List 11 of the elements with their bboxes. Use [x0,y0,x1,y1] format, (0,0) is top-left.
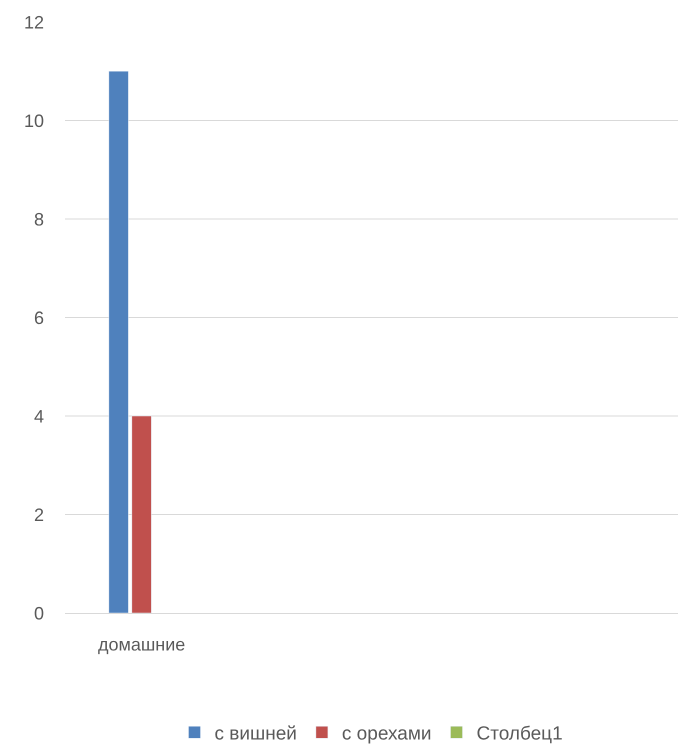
y-tick-label: 6 [34,308,44,328]
y-tick-label: 8 [34,209,44,230]
y-tick-label: 4 [34,406,44,426]
y-tick-label: 0 [34,603,44,624]
x-tick-label: домашние [98,634,186,655]
y-tick-label: 10 [24,110,44,131]
legend-label: с вишней [214,724,297,745]
legend-label: с орехами [342,724,432,745]
y-tick-label: 12 [24,12,44,32]
y-tick-label: 2 [34,504,44,525]
legend-label: Столбец1 [476,724,563,745]
